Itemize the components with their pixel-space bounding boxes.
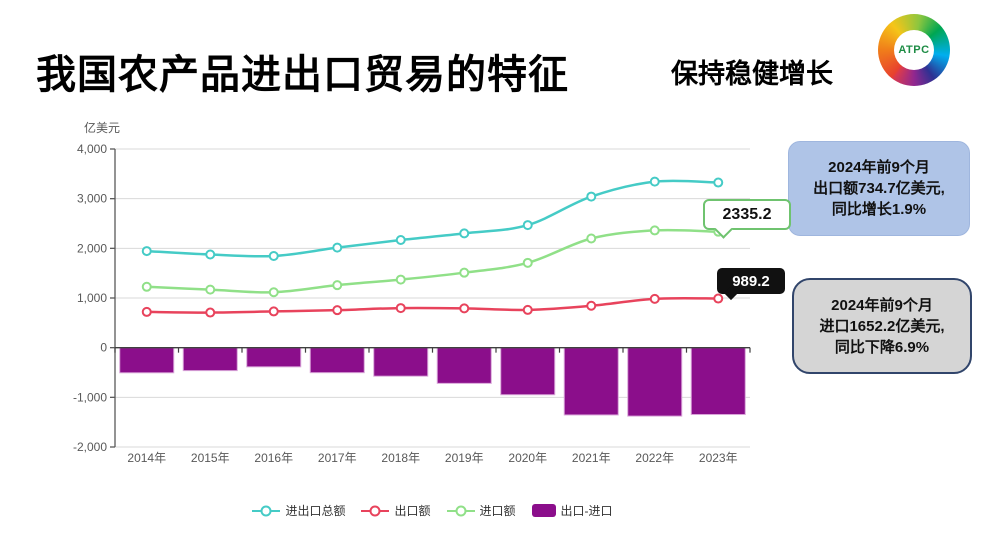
chart-legend: 进出口总额 出口额 进口额 出口-进口 [115, 502, 750, 519]
svg-text:2014年: 2014年 [127, 451, 166, 465]
svg-text:3,000: 3,000 [77, 192, 107, 206]
import-callout-value: 2335.2 [722, 205, 772, 223]
x-axis-labels: 2014年 2015年 2016年 2017年 2018年 2019年 2020年 2021年… [127, 451, 737, 465]
import-note-box: 2024年前9个月 进口1652.2亿美元, 同比下降6.9% [792, 278, 972, 374]
import-note-line: 2024年前9个月 [831, 296, 933, 314]
logo-center: ATPC [894, 30, 934, 70]
export-value-callout: 989.2 [717, 268, 785, 301]
svg-text:2023年: 2023年 [699, 451, 738, 465]
svg-text:2019年: 2019年 [445, 451, 484, 465]
svg-text:-2,000: -2,000 [73, 440, 107, 454]
svg-text:2020年: 2020年 [508, 451, 547, 465]
import-note-line: 进口1652.2亿美元, [819, 317, 945, 335]
legend-label: 进口额 [479, 504, 516, 518]
export-note-line: 出口额734.7亿美元, [813, 180, 945, 197]
export-note-line: 2024年前9个月 [828, 159, 930, 176]
legend-item-2: 进口额 [446, 502, 516, 519]
svg-text:2016年: 2016年 [254, 451, 293, 465]
svg-text:1,000: 1,000 [77, 291, 107, 305]
svg-text:0: 0 [100, 341, 107, 355]
svg-text:2018年: 2018年 [381, 451, 420, 465]
legend-label: 出口额 [394, 504, 431, 518]
subtitle: 保持稳健增长 [671, 59, 833, 89]
legend-line-marker-icon [446, 505, 475, 516]
svg-text:2021年: 2021年 [572, 451, 611, 465]
legend-line-marker-icon [252, 505, 281, 516]
y-axis-unit-label: 亿美元 [84, 120, 120, 135]
y-axis-labels: -2,000 -1,000 0 1,000 2,000 3,000 4,000 [73, 142, 107, 454]
legend-label: 出口-进口 [560, 504, 613, 518]
line-series-2 [141, 225, 724, 298]
import-note-line: 同比下降6.9% [834, 338, 930, 356]
svg-text:4,000: 4,000 [77, 142, 107, 156]
logo-text: ATPC [898, 44, 930, 56]
svg-text:2017年: 2017年 [318, 451, 357, 465]
legend-item-0: 进出口总额 [252, 502, 345, 519]
legend-item-3: 出口-进口 [531, 502, 613, 519]
svg-text:-1,000: -1,000 [73, 390, 107, 404]
bar-series [119, 347, 746, 417]
svg-text:2,000: 2,000 [77, 241, 107, 255]
page-title: 我国农产品进出口贸易的特征 [36, 53, 569, 97]
atpc-logo: ATPC [878, 14, 950, 86]
svg-text:2015年: 2015年 [191, 451, 230, 465]
export-note-box: 2024年前9个月 出口额734.7亿美元, 同比增长1.9% [788, 141, 970, 236]
export-callout-value: 989.2 [732, 272, 770, 290]
legend-line-marker-icon [361, 505, 390, 516]
svg-text:2022年: 2022年 [635, 451, 674, 465]
line-series-0 [141, 176, 724, 262]
legend-label: 进出口总额 [285, 504, 346, 518]
import-value-callout: 2335.2 [703, 199, 791, 239]
line-series-1 [141, 293, 724, 318]
axes [110, 148, 751, 448]
legend-bar-marker-icon [531, 504, 556, 517]
legend-item-1: 出口额 [361, 502, 431, 519]
export-note-line: 同比增长1.9% [831, 201, 927, 218]
